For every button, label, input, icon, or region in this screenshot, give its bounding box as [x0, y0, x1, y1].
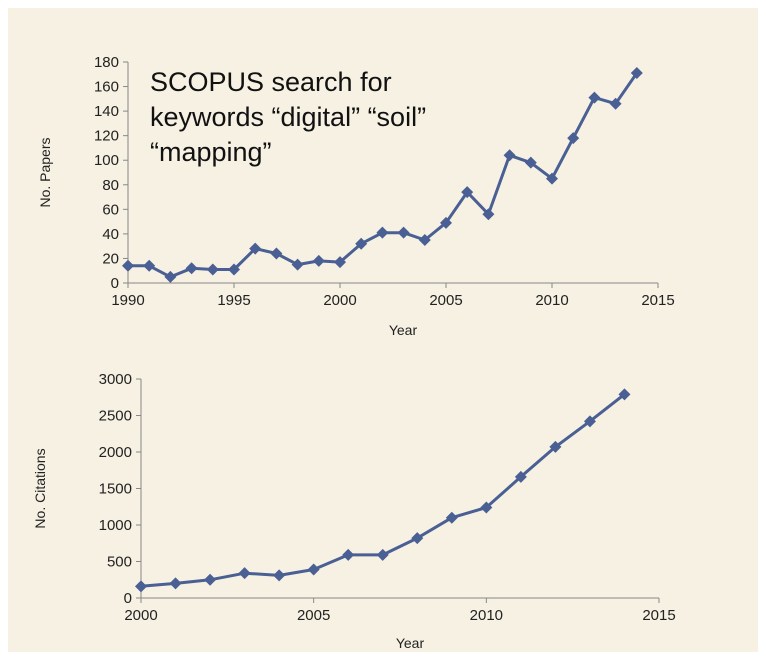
x-tick-label: 2010 [470, 607, 503, 624]
scopus-annotation: SCOPUS search for keywords “digital” “so… [150, 67, 426, 167]
data-point [514, 470, 527, 483]
data-point [342, 548, 355, 561]
data-point [270, 247, 283, 260]
citations-chart: 0 500 1000 1500 2000 2500 3000 2000 2005 2010 2015… [32, 371, 676, 651]
data-point [461, 186, 474, 199]
data-point [480, 501, 493, 514]
data-point [238, 567, 251, 580]
y-tick-label: 140 [94, 103, 119, 120]
data-point [583, 415, 596, 428]
y-tick-label: 120 [94, 128, 119, 145]
annotation-line-3: “mapping” [150, 137, 272, 167]
x-tick-label: 1990 [111, 292, 144, 309]
data-point [549, 440, 562, 453]
annotation-line-2: keywords “digital” “soil” [150, 102, 426, 132]
data-point [445, 511, 458, 524]
data-point [307, 563, 320, 576]
data-point [164, 270, 177, 283]
x-tick-label: 2015 [642, 607, 675, 624]
data-point [312, 254, 325, 267]
y-tick-label: 2000 [99, 444, 132, 461]
x-tick-label: 2000 [124, 607, 157, 624]
y-tick-label: 2500 [99, 408, 132, 425]
data-point [609, 97, 622, 110]
y-tick-label: 100 [94, 152, 119, 169]
y-tick-label: 180 [94, 54, 119, 71]
data-point [143, 259, 156, 272]
data-point [206, 263, 219, 276]
data-point [524, 156, 537, 169]
data-point [334, 256, 346, 269]
x-tick-label: 2010 [535, 292, 568, 309]
x-tick-label: 2000 [323, 292, 356, 309]
y-tick-label: 20 [102, 250, 119, 267]
x-tick-label: 2015 [641, 292, 674, 309]
data-point [411, 532, 424, 545]
y-tick-label: 0 [124, 590, 132, 607]
x-axis-title: Year [389, 322, 418, 338]
data-point [291, 258, 304, 271]
y-tick-label: 40 [102, 226, 119, 243]
papers-chart: 0 20 40 60 80 100 120 140 160 180 1990 1995 2000 2005… [37, 54, 675, 338]
slide-background: 0 20 40 60 80 100 120 140 160 180 1990 1995 2000 2005… [8, 8, 758, 652]
y-tick-label: 80 [102, 177, 119, 194]
data-point [567, 132, 580, 145]
data-point [204, 573, 217, 586]
x-tick-label: 1995 [217, 292, 250, 309]
data-point [503, 149, 516, 162]
x-axis-title: Year [396, 635, 425, 651]
y-tick-label: 1500 [99, 481, 132, 498]
data-point [482, 208, 495, 221]
data-point [273, 569, 286, 582]
x-tick-label: 2005 [297, 607, 330, 624]
data-point [630, 67, 643, 80]
data-point [122, 259, 134, 272]
y-tick-label: 3000 [99, 371, 132, 388]
data-point [588, 91, 601, 104]
data-point [249, 242, 262, 255]
annotation-line-1: SCOPUS search for [150, 67, 392, 97]
data-point [440, 216, 452, 229]
citation-charts: 0 20 40 60 80 100 120 140 160 180 1990 1995 2000 2005… [32, 54, 676, 651]
data-point [397, 226, 410, 239]
data-point [376, 226, 389, 239]
data-point [355, 237, 368, 250]
data-point [376, 548, 389, 561]
data-point [618, 388, 631, 401]
data-point [135, 580, 147, 593]
x-tick-label: 2005 [429, 292, 462, 309]
y-tick-label: 500 [107, 554, 132, 571]
data-point [418, 234, 431, 247]
y-tick-label: 60 [102, 201, 119, 218]
y-axis-title: No. Citations [32, 448, 48, 528]
data-point [228, 263, 240, 276]
y-tick-label: 0 [111, 275, 119, 292]
data-point [185, 262, 198, 275]
y-tick-label: 160 [94, 79, 119, 96]
data-point [546, 172, 558, 185]
data-point [169, 577, 182, 590]
y-tick-label: 1000 [99, 517, 132, 534]
y-axis-title: No. Papers [37, 137, 53, 207]
